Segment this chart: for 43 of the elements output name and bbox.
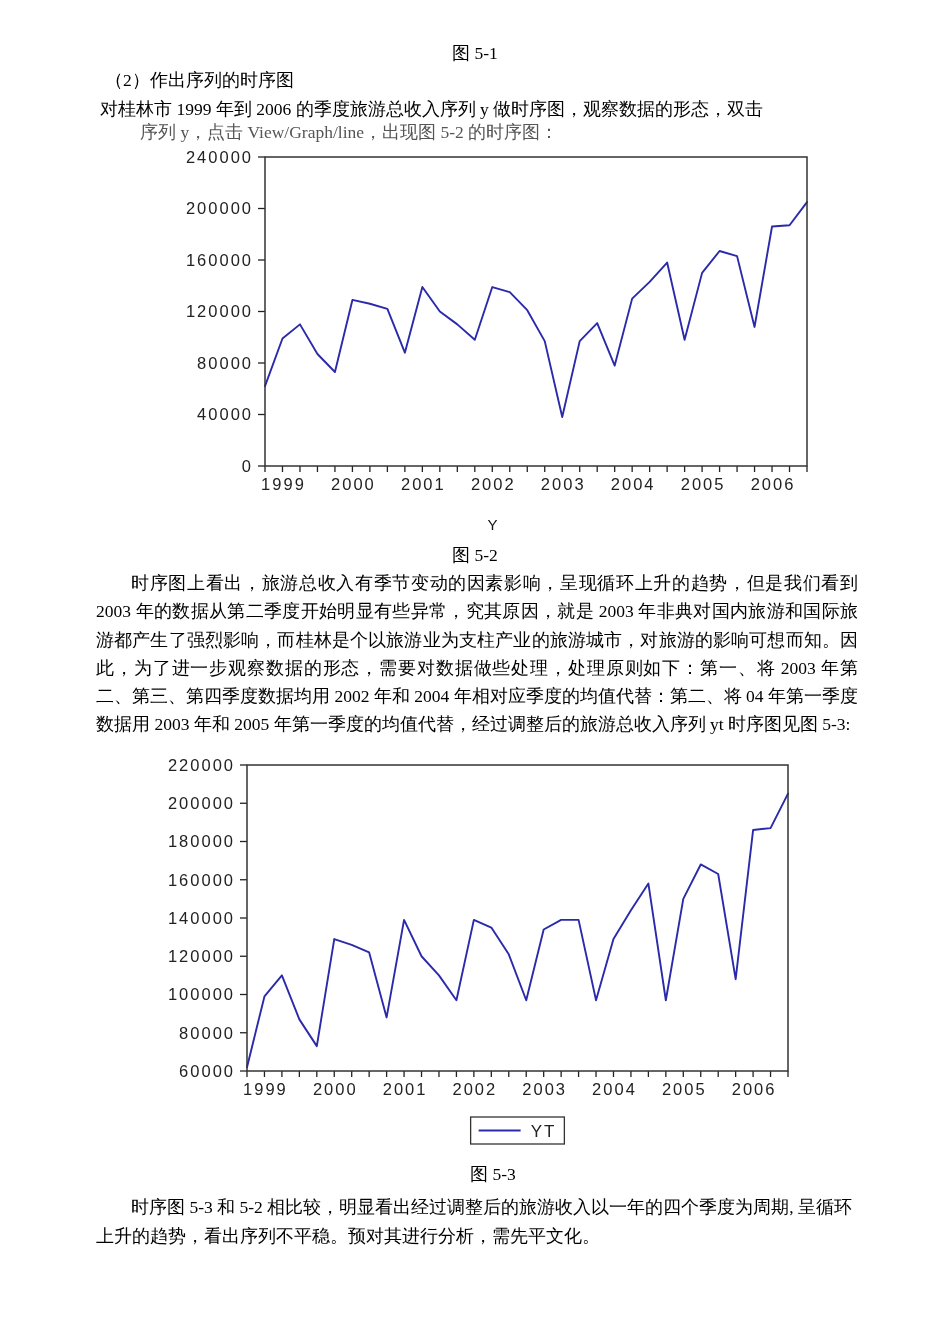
x-tick-label: 2006 (731, 1079, 777, 1098)
text: （2）作出序列的时序图 (104, 69, 295, 92)
text: 图 5-3 (469, 1162, 517, 1186)
x-tick-label: 2003 (540, 475, 586, 493)
x-tick-label: 1999 (261, 475, 306, 493)
caption: 图 5-1 (451, 42, 499, 65)
y-tick-label: 200000 (185, 199, 253, 218)
x-tick-label: 2002 (470, 475, 516, 493)
x-tick-label: 2004 (610, 475, 656, 493)
y-tick-label: 80000 (179, 1023, 235, 1042)
x-tick-label: 2006 (750, 475, 796, 493)
y-tick-label: 240000 (185, 147, 253, 166)
x-tick-label: 2000 (331, 475, 376, 493)
y-tick-label: 60000 (179, 1061, 235, 1080)
line-series (264, 201, 808, 419)
x-tick-label: 2004 (592, 1079, 637, 1098)
x-tick-label: 2003 (522, 1079, 568, 1098)
text: 图 5-2 (451, 544, 499, 567)
y-tick-label: 180000 (167, 832, 235, 851)
x-tick-label: 2005 (680, 475, 726, 493)
text: 序列 y，点击 View/Graph/line，出现图 5-2 的时序图： (139, 122, 560, 142)
y-tick-label: 200000 (167, 793, 235, 812)
x-tick-label: 1999 (243, 1079, 288, 1098)
y-tick-label: 140000 (167, 908, 235, 927)
x-tick-label: 2005 (661, 1079, 707, 1098)
y-tick-label: 120000 (167, 946, 235, 965)
x-axis-title: Y (487, 516, 498, 533)
x-tick-label: 2002 (452, 1079, 498, 1098)
y-tick-label: 220000 (167, 755, 235, 774)
y-tick-label: 160000 (167, 870, 235, 889)
y-tick-label: 80000 (197, 353, 253, 372)
y-tick-label: 160000 (185, 250, 253, 269)
text: 时序图 5-3 和 5-2 相比较，明显看出经过调整后的旅游收入以一年的四个季度为周期, 呈循环上升的趋势，看出序列不平稳。预对其进行分析，需先平文化。 (95, 1195, 853, 1248)
x-tick-label: 2000 (312, 1079, 358, 1098)
y-tick-label: 0 (241, 456, 253, 475)
text: 对桂林市 1999 年到 2006 的季度旅游总收入序列 y 做时序图，观察数据的形态，双击 (100, 99, 763, 119)
legend-label: YT (530, 1121, 557, 1141)
x-tick-label: 2001 (382, 1079, 428, 1098)
x-tick-label: 2001 (401, 475, 446, 493)
text: 时序图上看出，旅游总收入有季节变动的因素影响，呈现循环上升的趋势，但是我们看到 2003 年的数据从第二季度开始明显有些异常，究其原因，就是 2003 年非典对国内旅游和国际旅游都产生了强烈影响，而桂林是个以旅游业为支柱产业的旅游城市，对旅游的影响可想而知。因此，为了进一步观察数据的形态，需要对数据做些处理，处理原则如下：第一、将 2003 年第二、第三、第四季度数据均用 2002 年和 2004 年相对应季度的均值代替：第二、将 04 年第一季度数据用 2003 年和 2005 年第一季度的均值代替，经过调整后的旅游总收入序列 yt 时序图见图 5-3: (95, 572, 859, 737)
y-tick-label: 40000 (197, 405, 253, 424)
y-tick-label: 100000 (167, 985, 235, 1004)
y-tick-label: 120000 (185, 302, 253, 321)
